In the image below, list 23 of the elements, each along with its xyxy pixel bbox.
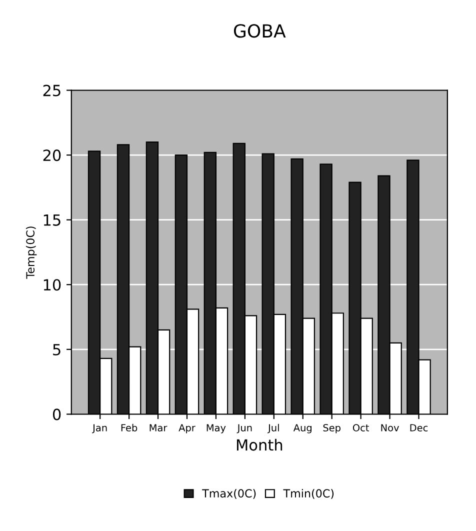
y-tick-label: 15 [44, 214, 60, 226]
x-tick-label: Apr [178, 424, 196, 434]
x-tick-label: Jun [236, 424, 252, 434]
legend-label: Tmin(0C) [283, 488, 334, 499]
x-tick-label: Oct [352, 424, 369, 432]
y-tick-label: 25 [43, 84, 60, 96]
x-tick-label: Sep [323, 424, 340, 434]
x-axis-title: Month [236, 438, 282, 451]
y-tick-label: 0 [52, 408, 61, 420]
legend-label: Tmax(0C) [202, 488, 256, 499]
x-tick-label: Aug [293, 424, 312, 434]
y-tick-label: 10 [44, 279, 61, 291]
x-tick-label: Jan [92, 424, 107, 434]
x-tick-label: Feb [121, 424, 138, 432]
x-tick-label: Jul [268, 424, 279, 434]
x-tick-label: May [206, 424, 226, 434]
x-tick-label: Mar [150, 424, 168, 432]
x-tick-label: Dec [410, 424, 428, 432]
y-tick-label: 20 [43, 150, 61, 162]
x-tick-label: Nov [381, 424, 399, 432]
chart-title: GOBA [234, 24, 286, 38]
y-tick-label: 5 [53, 344, 60, 356]
y-axis-title: Temp(0C) [26, 226, 37, 279]
